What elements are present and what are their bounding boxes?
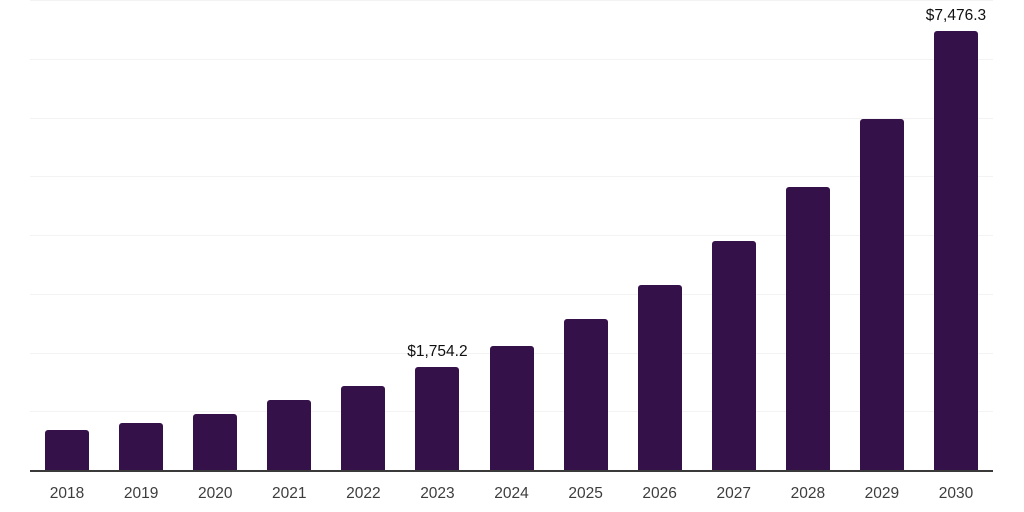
gridline-7000 xyxy=(30,58,993,60)
bar-series: $1,754.2 $7,476.3 xyxy=(30,0,993,470)
x-tick-label-2030: 2030 xyxy=(938,485,974,502)
x-tick-label-2025: 2025 xyxy=(568,485,603,502)
bar-slot-2028 xyxy=(771,0,845,470)
bar-2020 xyxy=(193,414,238,470)
x-tick-label-2021: 2021 xyxy=(272,485,307,502)
bar-2019 xyxy=(119,423,164,470)
x-tick-label-2026: 2026 xyxy=(642,485,677,502)
x-tick-label-2029: 2029 xyxy=(864,485,900,502)
x-axis-tick-labels: 2018 2019 2020 2021 2022 2023 2024 2025 2026 2027… xyxy=(30,472,993,503)
bar-slot-2021 xyxy=(252,0,326,470)
bar-2021 xyxy=(267,400,312,470)
bar-slot-2018 xyxy=(30,0,104,470)
value-label-2030: $7,476.3 xyxy=(925,7,987,25)
bar-slot-2026 xyxy=(623,0,697,470)
bar-slot-2025 xyxy=(549,0,623,470)
gridline-3000 xyxy=(30,293,993,295)
x-tick-label-2024: 2024 xyxy=(494,485,529,502)
plot-area: $1,754.2 $7,476.3 xyxy=(30,0,993,472)
bar-slot-2019 xyxy=(104,0,178,470)
x-tick-label-2022: 2022 xyxy=(346,485,381,502)
bar-2025 xyxy=(563,318,608,470)
gridline-8000 xyxy=(30,0,993,1)
x-tick-label-2028: 2028 xyxy=(790,485,826,502)
x-tick-label-2020: 2020 xyxy=(197,485,233,502)
bar-2026 xyxy=(637,284,682,470)
bar-2029 xyxy=(859,118,904,470)
bar-slot-2022 xyxy=(326,0,400,470)
bar-2023 xyxy=(415,366,460,470)
x-tick-label-2027: 2027 xyxy=(716,485,751,502)
bar-2022 xyxy=(341,386,386,470)
bar-slot-2024 xyxy=(474,0,548,470)
bar-slot-2029 xyxy=(845,0,919,470)
x-tick-label-2023: 2023 xyxy=(420,485,455,502)
gridline-5000 xyxy=(30,176,993,178)
bar-2027 xyxy=(711,241,756,470)
bar-slot-2030: $7,476.3 xyxy=(919,0,993,470)
bar-2024 xyxy=(489,346,534,470)
bar-slot-2027 xyxy=(697,0,771,470)
gridline-6000 xyxy=(30,117,993,119)
value-label-2023: $1,754.2 xyxy=(407,343,468,361)
bar-2028 xyxy=(785,187,830,470)
bar-slot-2020 xyxy=(178,0,252,470)
x-tick-label-2018: 2018 xyxy=(49,485,85,502)
x-tick-label-2019: 2019 xyxy=(123,485,159,502)
bar-2018 xyxy=(45,430,90,470)
bar-2030 xyxy=(933,30,978,470)
bar-slot-2023: $1,754.2 xyxy=(400,0,474,470)
gridline-4000 xyxy=(30,235,993,236)
